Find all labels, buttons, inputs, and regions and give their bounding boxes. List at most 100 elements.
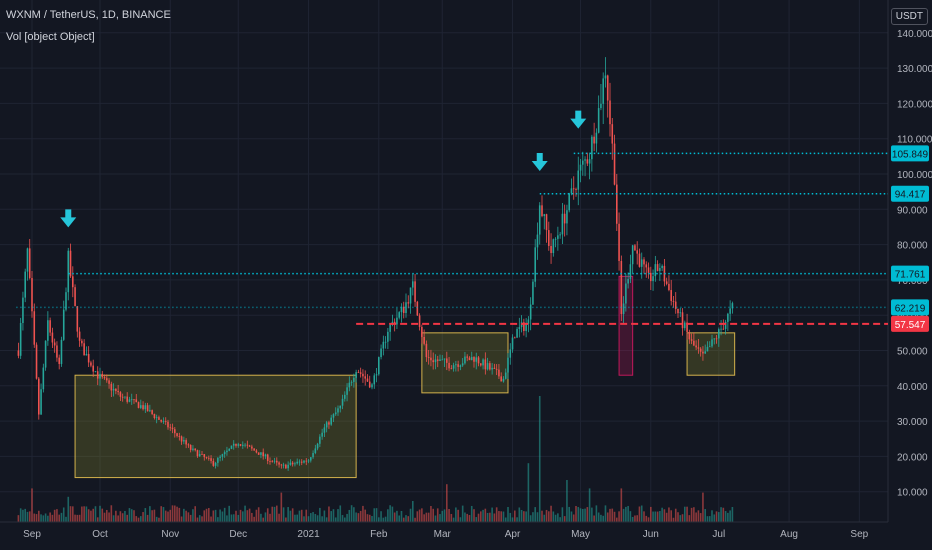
volume-bar <box>631 516 634 522</box>
volume-bar <box>371 516 373 522</box>
volume-bar <box>684 506 686 522</box>
volume-bar <box>618 511 620 522</box>
candle-body <box>273 460 276 462</box>
candle-body <box>269 460 271 462</box>
time-tick-label: Mar <box>434 529 452 540</box>
candle-body <box>323 427 326 433</box>
volume-bar <box>529 515 532 522</box>
candle-body <box>285 464 287 469</box>
volume-bar <box>330 511 332 522</box>
volume-bar <box>146 514 149 522</box>
candle-body <box>92 365 94 372</box>
volume-bar <box>246 510 249 522</box>
volume-bar <box>178 507 181 522</box>
time-tick-label: Jul <box>712 529 725 540</box>
candle-body <box>464 356 466 364</box>
candle-body <box>101 373 104 378</box>
volume-bar <box>541 510 543 522</box>
volume-bar <box>436 508 439 522</box>
volume-bar <box>699 513 702 522</box>
volume-bar <box>42 515 45 522</box>
candle-body <box>164 421 167 422</box>
volume-bar <box>278 513 280 522</box>
candle-body <box>49 320 51 333</box>
candle-body <box>627 278 629 284</box>
time-tick-label: 2021 <box>297 529 320 540</box>
volume-bar <box>579 508 582 522</box>
volume-bar <box>502 511 505 522</box>
candle-body <box>214 462 217 466</box>
volume-bar <box>85 506 88 522</box>
volume-bar <box>212 510 215 522</box>
volume-bar <box>706 516 709 522</box>
volume-bar <box>514 510 516 522</box>
candle-body <box>144 405 147 410</box>
candle-body <box>282 464 285 466</box>
volume-bar <box>359 510 362 522</box>
candle-body <box>577 170 580 190</box>
volume-bar <box>232 514 235 522</box>
candle-body <box>672 300 675 302</box>
volume-bar <box>219 509 221 522</box>
candle-body <box>128 399 131 402</box>
volume-bar <box>486 512 489 522</box>
candle-body <box>656 264 659 271</box>
volume-bar <box>74 514 76 522</box>
volume-bar <box>713 514 716 522</box>
volume-bar <box>647 517 650 522</box>
volume-bar <box>400 510 403 522</box>
candle-body <box>529 304 532 320</box>
candle-body <box>634 245 636 251</box>
candle-body <box>110 383 113 391</box>
candle-body <box>631 245 634 265</box>
volume-bar <box>681 514 684 522</box>
volume-bar <box>69 506 72 522</box>
volume-bar <box>516 517 518 522</box>
volume-bar <box>677 512 679 522</box>
candle-body <box>459 365 462 367</box>
volume-bar <box>17 515 20 522</box>
volume-bar <box>226 515 228 522</box>
currency-badge[interactable]: USDT <box>890 8 928 25</box>
candle-body <box>543 214 546 217</box>
volume-bar <box>357 513 360 522</box>
time-tick-label: Feb <box>370 529 388 540</box>
volume-bar <box>153 509 156 522</box>
volume-bar <box>208 508 210 522</box>
volume-bar <box>189 514 192 522</box>
candle-body <box>364 376 366 379</box>
candle-body <box>597 108 600 133</box>
volume-bar <box>180 516 183 522</box>
candle-body <box>661 265 663 269</box>
volume-bar <box>391 506 394 522</box>
candle-body <box>142 405 144 410</box>
volume-bar <box>90 510 92 522</box>
time-tick-label: Oct <box>92 529 108 540</box>
candle-body <box>24 271 26 298</box>
volume-bar <box>328 506 330 522</box>
range-box <box>686 332 736 376</box>
candle-body <box>56 345 58 358</box>
candle-body <box>158 417 160 420</box>
volume-bar <box>81 506 83 522</box>
time-axis[interactable]: Sep Oct Nov Dec 2021 Feb Mar Apr May Jun Jul Aug Sep <box>0 521 888 540</box>
volume-bar <box>491 507 493 522</box>
volume-bar <box>482 509 484 522</box>
volume-bar <box>124 510 126 522</box>
down-arrow-icon <box>531 152 548 171</box>
candle-body <box>518 327 521 330</box>
volume-bar <box>303 516 305 522</box>
volume-bar <box>108 512 110 522</box>
volume-bar <box>65 516 67 522</box>
volume-bar <box>78 514 81 522</box>
volume-bars <box>17 396 734 522</box>
volume-bar <box>87 509 90 522</box>
down-arrow-icon <box>570 110 587 129</box>
volume-bar <box>38 510 40 522</box>
volume-indicator-label[interactable]: Vol [object Object] <box>6 31 95 43</box>
symbol-title: WXNM / TetherUS, 1D, BINANCE <box>6 9 171 21</box>
volume-bar <box>19 508 22 522</box>
candle-body <box>625 283 627 304</box>
volume-bar <box>174 505 176 522</box>
